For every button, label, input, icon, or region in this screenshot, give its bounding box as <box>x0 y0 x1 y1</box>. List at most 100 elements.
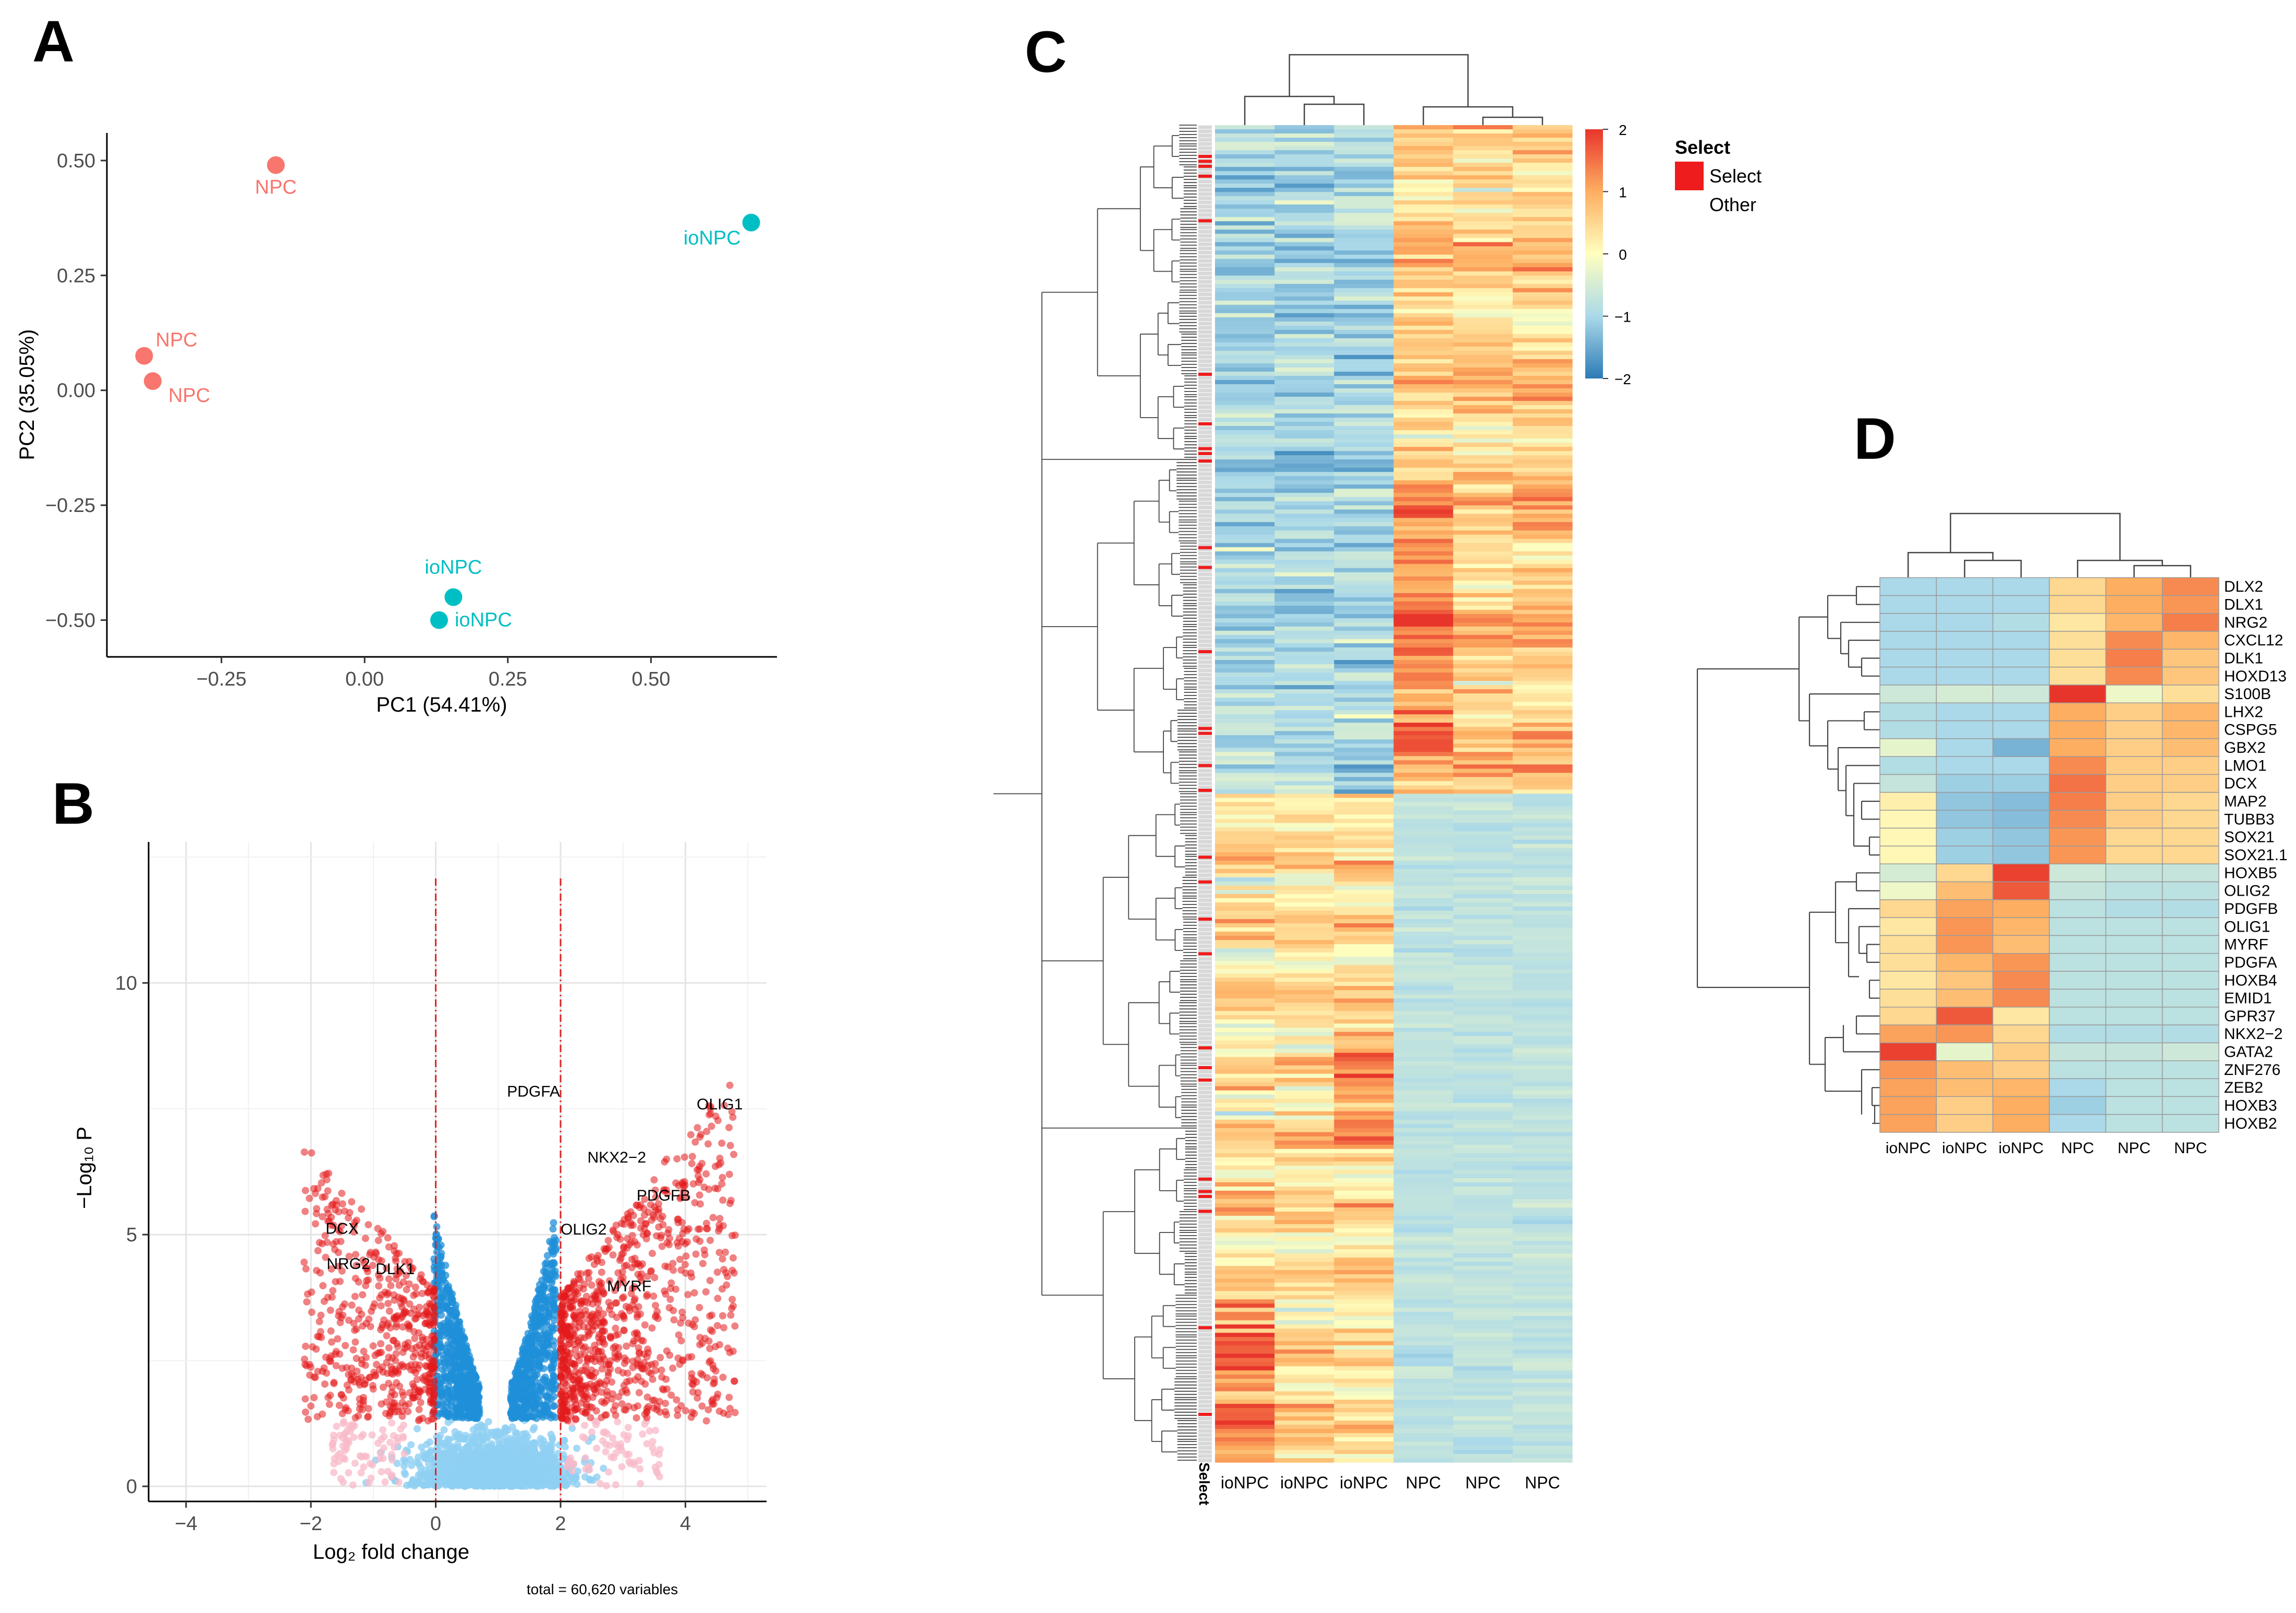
volcano-point <box>436 1321 444 1329</box>
volcano-point <box>669 1364 677 1372</box>
volcano-point <box>470 1408 478 1415</box>
volcano-point <box>300 1258 308 1266</box>
heatmap-c-cell <box>1334 138 1394 142</box>
volcano-point <box>361 1235 369 1242</box>
volcano-point <box>398 1407 406 1415</box>
volcano-point <box>311 1220 319 1228</box>
volcano-point <box>730 1151 738 1158</box>
volcano-point <box>465 1372 473 1379</box>
volcano-point <box>549 1364 557 1372</box>
volcano-point <box>443 1471 451 1479</box>
volcano-point <box>662 1375 670 1383</box>
volcano-point <box>649 1375 657 1383</box>
volcano-point <box>666 1235 674 1242</box>
heatmap-c-cell <box>1453 138 1513 142</box>
volcano-point <box>640 1225 648 1232</box>
volcano-point <box>379 1384 387 1391</box>
pca-y-tick-label: −0.25 <box>45 495 95 517</box>
volcano-point <box>695 1166 703 1174</box>
heatmap-c-cell <box>1453 167 1513 172</box>
volcano-point <box>400 1456 408 1463</box>
volcano-point <box>651 1302 659 1310</box>
volcano-point <box>511 1398 518 1406</box>
volcano-point <box>447 1322 455 1329</box>
select-mark <box>1198 1190 1212 1193</box>
volcano-point <box>665 1241 673 1249</box>
volcano-point <box>426 1378 434 1386</box>
pca-point-label: NPC <box>168 385 210 407</box>
volcano-point <box>385 1307 393 1315</box>
pca-point-label: ioNPC <box>425 556 482 578</box>
volcano-point <box>702 1417 710 1425</box>
volcano-point <box>394 1434 402 1441</box>
volcano-point <box>725 1170 733 1178</box>
volcano-point <box>529 1426 537 1434</box>
volcano-point <box>492 1446 500 1454</box>
volcano-point <box>379 1426 387 1434</box>
volcano-point <box>600 1428 608 1436</box>
pca-point-label: ioNPC <box>684 227 741 249</box>
volcano-point <box>579 1433 587 1440</box>
volcano-point <box>462 1482 470 1490</box>
volcano-point <box>673 1396 681 1404</box>
volcano-point <box>539 1330 546 1338</box>
volcano-point <box>419 1277 427 1285</box>
volcano-point <box>586 1329 593 1337</box>
volcano-point <box>708 1311 715 1319</box>
volcano-point <box>629 1301 637 1309</box>
volcano-point <box>520 1379 528 1387</box>
volcano-point <box>603 1482 611 1489</box>
volcano-point <box>722 1249 730 1256</box>
volcano-point <box>410 1328 418 1336</box>
heatmap-c-cell <box>1453 154 1513 159</box>
volcano-point <box>388 1471 396 1479</box>
volcano-point <box>591 1386 599 1394</box>
volcano-point <box>344 1407 352 1415</box>
heatmap-c-cell <box>1215 184 1275 188</box>
volcano-point <box>598 1268 605 1276</box>
volcano-point <box>375 1282 383 1290</box>
volcano-point <box>576 1318 584 1326</box>
volcano-point <box>442 1303 450 1311</box>
volcano-point <box>681 1153 688 1161</box>
volcano-point <box>543 1451 551 1459</box>
volcano-point <box>691 1138 699 1146</box>
volcano-point <box>577 1334 585 1342</box>
heatmap-c-cell <box>1453 133 1513 138</box>
volcano-point <box>682 1252 690 1260</box>
volcano-point <box>453 1309 460 1316</box>
volcano-point <box>546 1285 554 1292</box>
volcano-point <box>445 1287 453 1294</box>
volcano-gene-label: PDGFA <box>507 1083 560 1101</box>
volcano-point <box>631 1295 639 1303</box>
volcano-point <box>565 1477 573 1485</box>
volcano-y-label: −Log₁₀ P <box>73 1127 96 1209</box>
volcano-point <box>307 1402 315 1410</box>
select-mark <box>1198 1078 1212 1082</box>
volcano-point <box>497 1478 505 1486</box>
volcano-point <box>593 1310 601 1317</box>
volcano-point <box>612 1481 619 1488</box>
volcano-point <box>438 1249 445 1257</box>
volcano-gene-label: PDGFB <box>637 1187 690 1204</box>
volcano-point <box>422 1452 430 1460</box>
volcano-point <box>530 1395 538 1402</box>
volcano-point <box>577 1399 585 1407</box>
volcano-point <box>352 1251 360 1258</box>
panel-letter-a: A <box>32 9 75 74</box>
volcano-point <box>618 1310 626 1317</box>
heatmap-c-cell <box>1512 179 1573 184</box>
volcano-point <box>549 1248 556 1256</box>
volcano-point <box>588 1281 596 1289</box>
pca-point-label: NPC <box>255 177 297 199</box>
volcano-point <box>727 1311 735 1319</box>
volcano-point <box>515 1407 523 1414</box>
volcano-point <box>388 1419 396 1427</box>
volcano-point <box>678 1356 686 1364</box>
volcano-point <box>317 1311 325 1319</box>
volcano-point <box>696 1341 704 1349</box>
volcano-x-tick-label: −4 <box>175 1513 197 1535</box>
volcano-point <box>715 1249 723 1256</box>
volcano-point <box>477 1458 485 1466</box>
volcano-point <box>547 1461 555 1469</box>
